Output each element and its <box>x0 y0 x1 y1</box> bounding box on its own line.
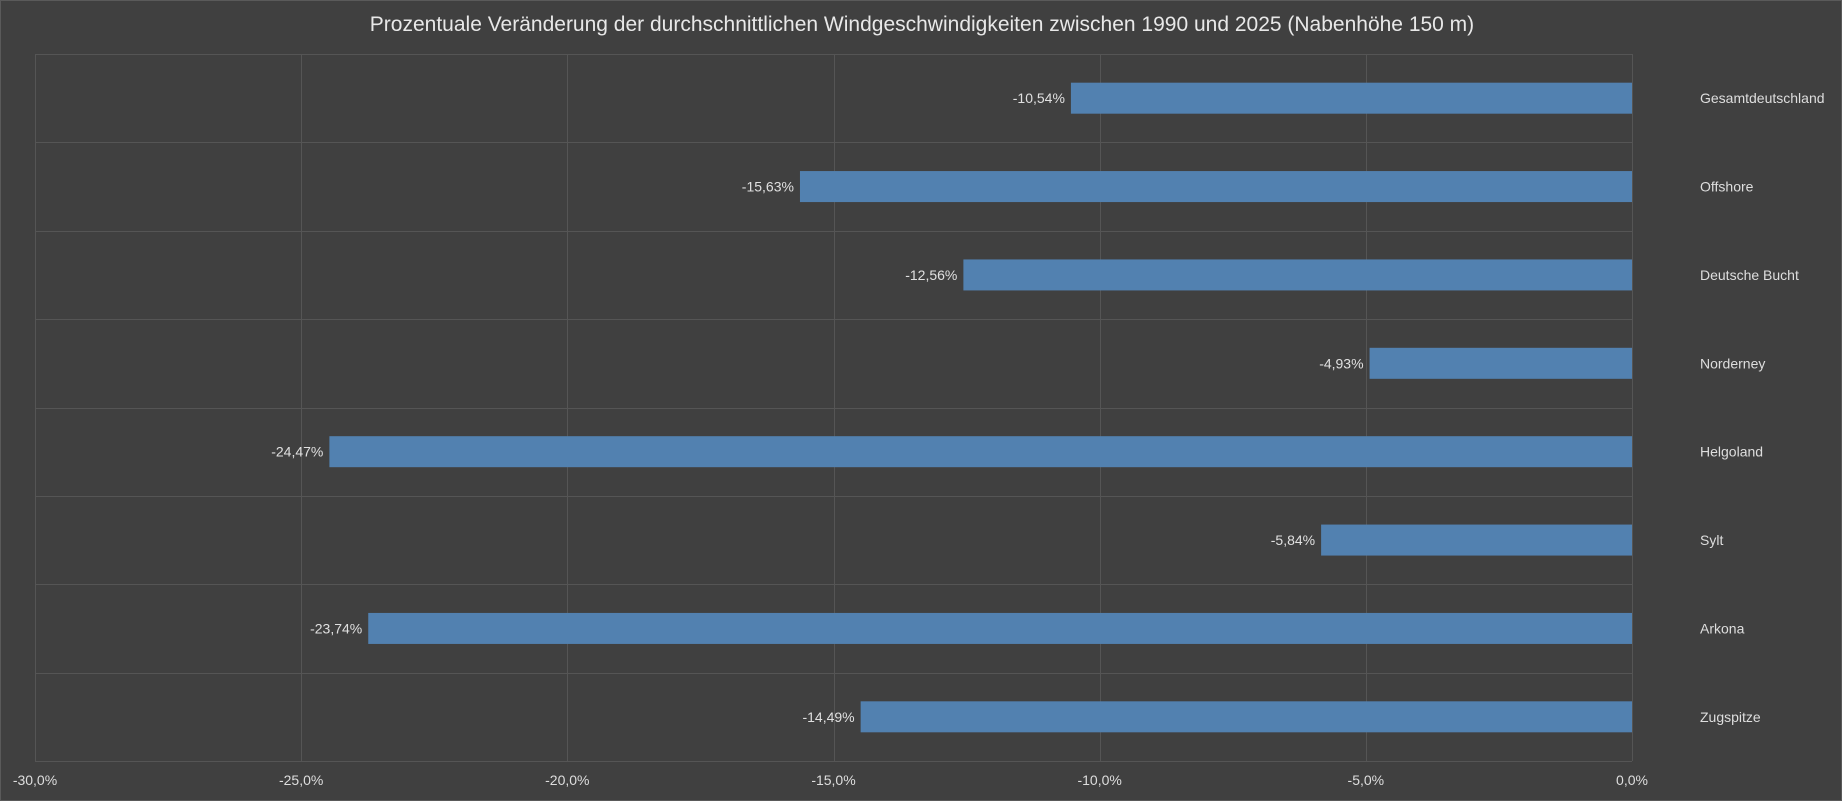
bar[interactable] <box>963 259 1632 291</box>
category-label: Norderney <box>1700 355 1765 371</box>
bar[interactable] <box>329 436 1632 468</box>
x-tick-label: -25,0% <box>279 772 323 788</box>
category-label: Deutsche Bucht <box>1700 267 1799 283</box>
x-tick-label: -20,0% <box>545 772 589 788</box>
category-label: Zugspitze <box>1700 709 1761 725</box>
x-tick-label: 0,0% <box>1616 772 1648 788</box>
x-tick-label: -30,0% <box>13 772 57 788</box>
grid-lines <box>35 54 1633 762</box>
data-label: -5,84% <box>1271 532 1315 548</box>
x-tick-label: -5,0% <box>1348 772 1385 788</box>
data-label: -15,63% <box>742 179 794 195</box>
data-label: -4,93% <box>1319 355 1363 371</box>
category-labels: Gesamtdeutschland Offshore Deutsche Bucht N… <box>1700 90 1825 725</box>
bar[interactable] <box>799 171 1632 203</box>
category-label: Offshore <box>1700 179 1754 195</box>
data-label: -10,54% <box>1013 90 1065 106</box>
bar[interactable] <box>1369 347 1632 379</box>
category-label: Gesamtdeutschland <box>1700 90 1825 106</box>
x-tick-label: -15,0% <box>811 772 855 788</box>
x-axis-tick-labels: -30,0% -25,0% -20,0% -15,0% -10,0% -5,0% 0,0% <box>13 772 1648 788</box>
data-label: -23,74% <box>310 620 362 636</box>
data-labels: -10,54% -15,63% -12,56% -4,93% -24,47% -5,84%… <box>271 90 1363 725</box>
bar[interactable] <box>1321 524 1632 556</box>
bar[interactable] <box>368 612 1632 644</box>
data-label: -24,47% <box>271 444 323 460</box>
bar[interactable] <box>1070 82 1632 114</box>
data-label: -14,49% <box>802 709 854 725</box>
chart-title: Prozentuale Veränderung der durchschnitt… <box>369 13 1475 36</box>
data-label: -12,56% <box>905 267 957 283</box>
category-label: Sylt <box>1700 532 1723 548</box>
category-label: Helgoland <box>1700 444 1763 460</box>
category-label: Arkona <box>1700 620 1745 636</box>
bars <box>329 82 1632 733</box>
x-tick-label: -10,0% <box>1077 772 1121 788</box>
bar[interactable] <box>860 701 1632 733</box>
